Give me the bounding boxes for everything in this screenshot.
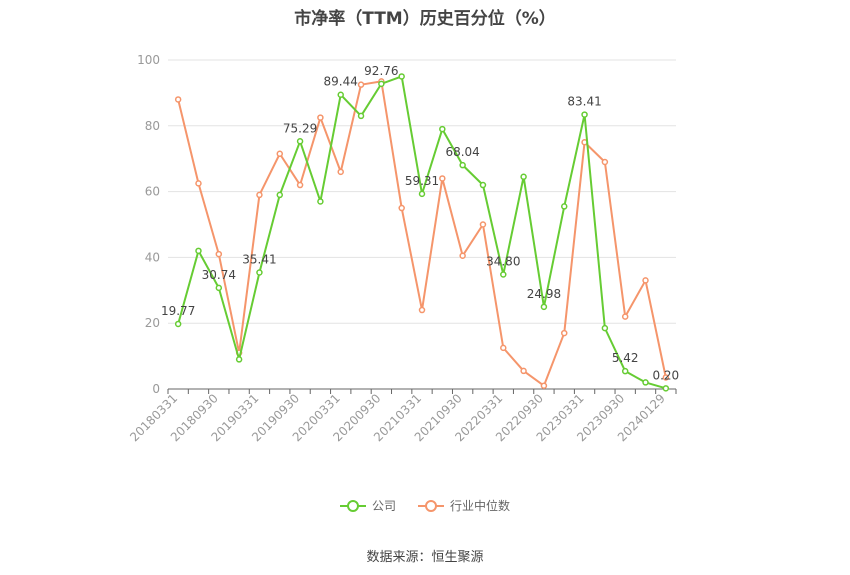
y-tick-label: 20	[145, 316, 160, 330]
data-point-company	[174, 320, 182, 328]
legend-label-company: 公司	[371, 499, 396, 513]
data-point-company	[296, 138, 304, 145]
data-point-industry	[337, 168, 344, 176]
data-label: 0.20	[652, 368, 679, 382]
data-point-industry	[418, 306, 426, 314]
data-point-company	[500, 271, 507, 278]
data-point-industry	[500, 344, 507, 352]
data-point-company	[195, 247, 202, 255]
legend: 公司 行业中位数	[0, 497, 850, 514]
data-point-industry	[520, 367, 527, 375]
data-point-industry	[317, 114, 324, 121]
data-point-industry	[642, 277, 649, 284]
legend-marker-industry	[425, 499, 437, 512]
y-tick-label: 80	[145, 119, 160, 133]
data-point-company	[540, 303, 548, 311]
data-label: 75.29	[283, 121, 317, 135]
legend-swatch-industry	[418, 499, 444, 513]
data-point-company	[317, 198, 324, 205]
data-point-company	[276, 191, 284, 199]
data-label: 35.41	[242, 253, 276, 267]
data-label: 19.77	[161, 304, 195, 318]
data-point-company	[235, 356, 243, 363]
data-point-company	[418, 190, 426, 198]
data-point-industry	[276, 150, 284, 158]
data-point-industry	[560, 329, 568, 337]
data-source: 数据来源：恒生聚源	[366, 550, 484, 565]
legend-marker-company	[346, 499, 359, 512]
chart-title: 市净率（TTM）历史百分位（%）	[294, 9, 556, 29]
data-point-industry	[256, 191, 263, 199]
data-point-company	[459, 161, 466, 169]
data-label: 68.04	[445, 145, 479, 159]
data-point-industry	[398, 204, 405, 212]
legend-swatch-company	[339, 499, 366, 513]
data-point-company	[357, 112, 365, 120]
data-point-industry	[215, 250, 223, 258]
data-point-company	[256, 269, 263, 276]
data-label: 5.42	[612, 351, 639, 365]
data-label: 34.80	[486, 255, 520, 269]
data-label: 30.74	[202, 268, 236, 282]
data-point-company	[662, 385, 670, 392]
data-point-company	[601, 324, 609, 332]
data-point-company	[520, 173, 527, 181]
legend-label-industry: 行业中位数	[450, 499, 511, 513]
data-point-industry	[357, 81, 365, 88]
data-point-industry	[540, 382, 548, 389]
data-label: 92.76	[364, 64, 398, 78]
data-point-company	[398, 73, 405, 80]
data-point-industry	[662, 374, 670, 381]
data-point-company	[621, 367, 629, 375]
data-point-company	[560, 203, 568, 210]
data-point-industry	[296, 181, 304, 189]
data-point-industry	[459, 252, 466, 260]
data-point-company	[479, 181, 487, 189]
data-point-company	[581, 111, 588, 118]
data-point-company	[439, 125, 446, 133]
data-point-industry	[195, 180, 202, 187]
data-point-company	[215, 284, 223, 292]
y-tick-label: 60	[145, 185, 160, 199]
data-label: 83.41	[567, 95, 601, 109]
data-point-industry	[601, 158, 609, 166]
y-tick-label: 40	[145, 250, 160, 264]
legend-item-company[interactable]: 公司	[339, 497, 396, 514]
data-point-industry	[479, 221, 487, 228]
data-label: 59.31	[405, 174, 439, 188]
data-point-industry	[174, 96, 182, 103]
data-label: 24.98	[527, 287, 561, 301]
legend-item-industry[interactable]: 行业中位数	[418, 497, 510, 514]
series-line-industry	[177, 80, 667, 387]
data-label: 89.44	[324, 75, 358, 89]
y-tick-label: 100	[137, 53, 160, 67]
data-point-company	[337, 91, 344, 98]
data-point-company	[378, 80, 385, 88]
data-point-industry	[439, 175, 446, 182]
series-line-company	[177, 75, 667, 390]
y-tick-label: 0	[152, 382, 160, 396]
data-point-industry	[621, 313, 629, 320]
data-point-company	[642, 379, 649, 386]
